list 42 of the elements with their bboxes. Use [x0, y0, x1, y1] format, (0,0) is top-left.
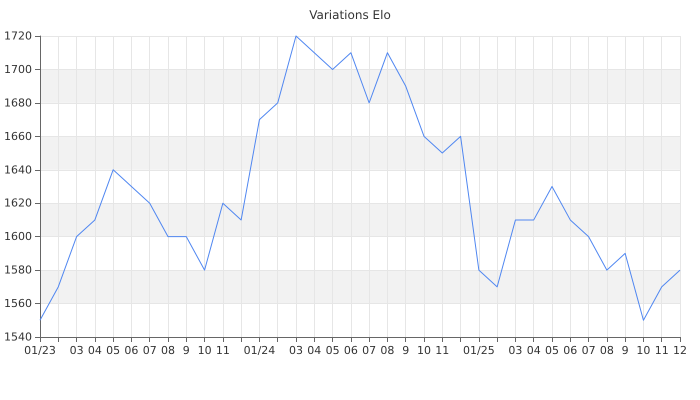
x-tick-label: 10: [636, 344, 650, 357]
x-tick-label: 12: [673, 344, 687, 357]
x-tick-label: 11: [654, 344, 669, 357]
x-tick-label: 10: [198, 344, 212, 357]
x-tick-label: 04: [88, 344, 102, 357]
y-tick-label: 1640: [4, 163, 32, 176]
x-tick-label: 08: [600, 344, 614, 357]
y-tick-label: 1560: [4, 297, 32, 310]
x-tick-label: 06: [563, 344, 578, 357]
y-tick-label: 1540: [4, 330, 32, 344]
x-tick-label: 03: [289, 344, 303, 357]
x-tick-label: 08: [161, 344, 175, 357]
y-tick-label: 1700: [4, 62, 32, 76]
x-tick-label: 01/24: [244, 344, 276, 357]
x-tick-label: 05: [326, 344, 340, 357]
x-tick-label: 07: [362, 344, 376, 357]
y-tick-label: 1720: [4, 30, 32, 42]
x-tick-label: 07: [142, 344, 157, 357]
y-tick-label: 1660: [4, 130, 32, 143]
x-tick-label: 9: [182, 344, 190, 357]
x-tick-label: 08: [380, 344, 394, 357]
x-tick-label: 04: [307, 344, 322, 357]
x-tick-label: 9: [622, 344, 629, 357]
x-tick-label: 05: [106, 344, 120, 357]
chart-title: Variations Elo: [309, 8, 391, 22]
x-tick-label: 03: [508, 344, 522, 357]
y-tick-label: 1680: [4, 96, 32, 110]
x-tick-label: 01/25: [463, 344, 495, 357]
x-tick-label: 10: [417, 344, 431, 357]
y-tick-label: 1600: [4, 230, 32, 244]
x-tick-label: 06: [344, 344, 358, 357]
y-tick-label: 1620: [4, 196, 32, 210]
x-tick-label: 11: [216, 344, 230, 357]
x-tick-label: 07: [582, 344, 596, 357]
x-tick-label: 9: [402, 344, 410, 357]
x-tick-label: 06: [124, 344, 138, 357]
x-tick-label: 05: [545, 344, 559, 357]
x-tick-label: 11: [435, 344, 450, 357]
x-tick-label: 01/23: [24, 344, 56, 357]
x-tick-label: 04: [526, 344, 541, 357]
y-tick-label: 1580: [4, 264, 32, 277]
x-tick-label: 03: [70, 344, 84, 357]
